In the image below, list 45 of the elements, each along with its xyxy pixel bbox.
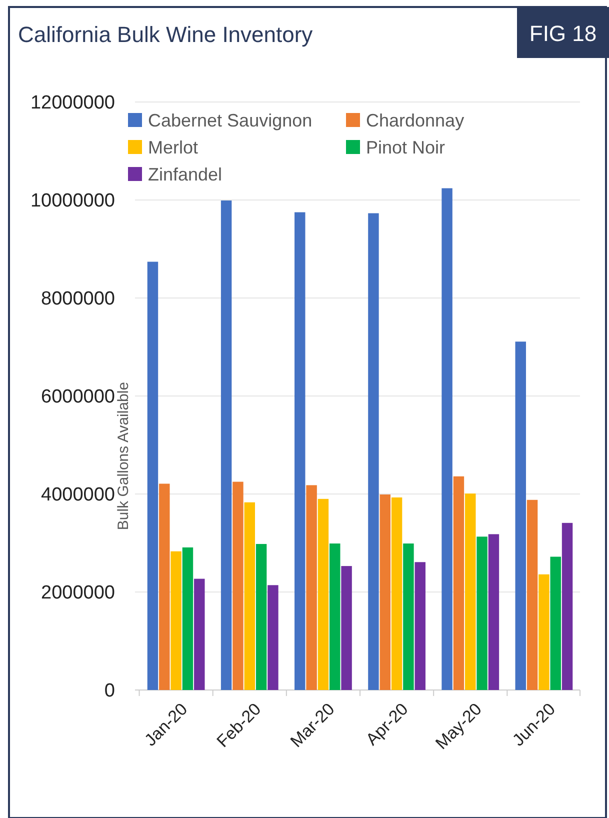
bar [414,562,426,690]
y-axis-title: Bulk Gallons Available [115,382,132,530]
bar [442,188,452,690]
legend-label: Cabernet Sauvignon [148,110,312,130]
bar [232,482,244,690]
caption: FIG 18 [529,21,597,46]
bar [330,543,340,690]
y-tick-label: 8000000 [41,288,115,310]
bar [488,534,500,690]
bar [476,536,488,690]
bar [538,574,550,690]
bar [268,585,278,690]
y-tick-label: 12000000 [30,92,115,114]
bar [182,547,194,690]
bar [170,551,182,690]
bar [318,498,329,690]
y-tick-label: 0 [104,680,115,702]
legend-label: Merlot [148,137,198,158]
bar [256,544,267,690]
bar [220,200,232,690]
y-tick-label: 10000000 [30,190,115,212]
bar [562,522,573,690]
y-tick-label: 2000000 [41,582,115,604]
bar [341,566,352,690]
legend-label: Pinot Noir [366,137,446,158]
bar [550,556,561,690]
bar [403,543,414,690]
bar [465,494,476,690]
chart-title: California Bulk Wine Inventory [18,22,313,47]
bar [306,485,317,690]
bar [515,342,526,690]
bar [526,500,538,690]
y-tick-label: 6000000 [41,386,115,408]
bar [368,213,379,690]
bar [294,212,306,690]
bar [147,262,158,690]
bar [244,502,255,690]
bar [380,494,390,690]
bar [391,497,402,690]
legend-label: Chardonnay [366,110,464,130]
legend-label: Zinfandel [148,164,222,184]
y-tick-label: 4000000 [41,484,115,506]
bar [194,578,205,690]
bar [159,484,170,690]
bar [453,476,464,690]
